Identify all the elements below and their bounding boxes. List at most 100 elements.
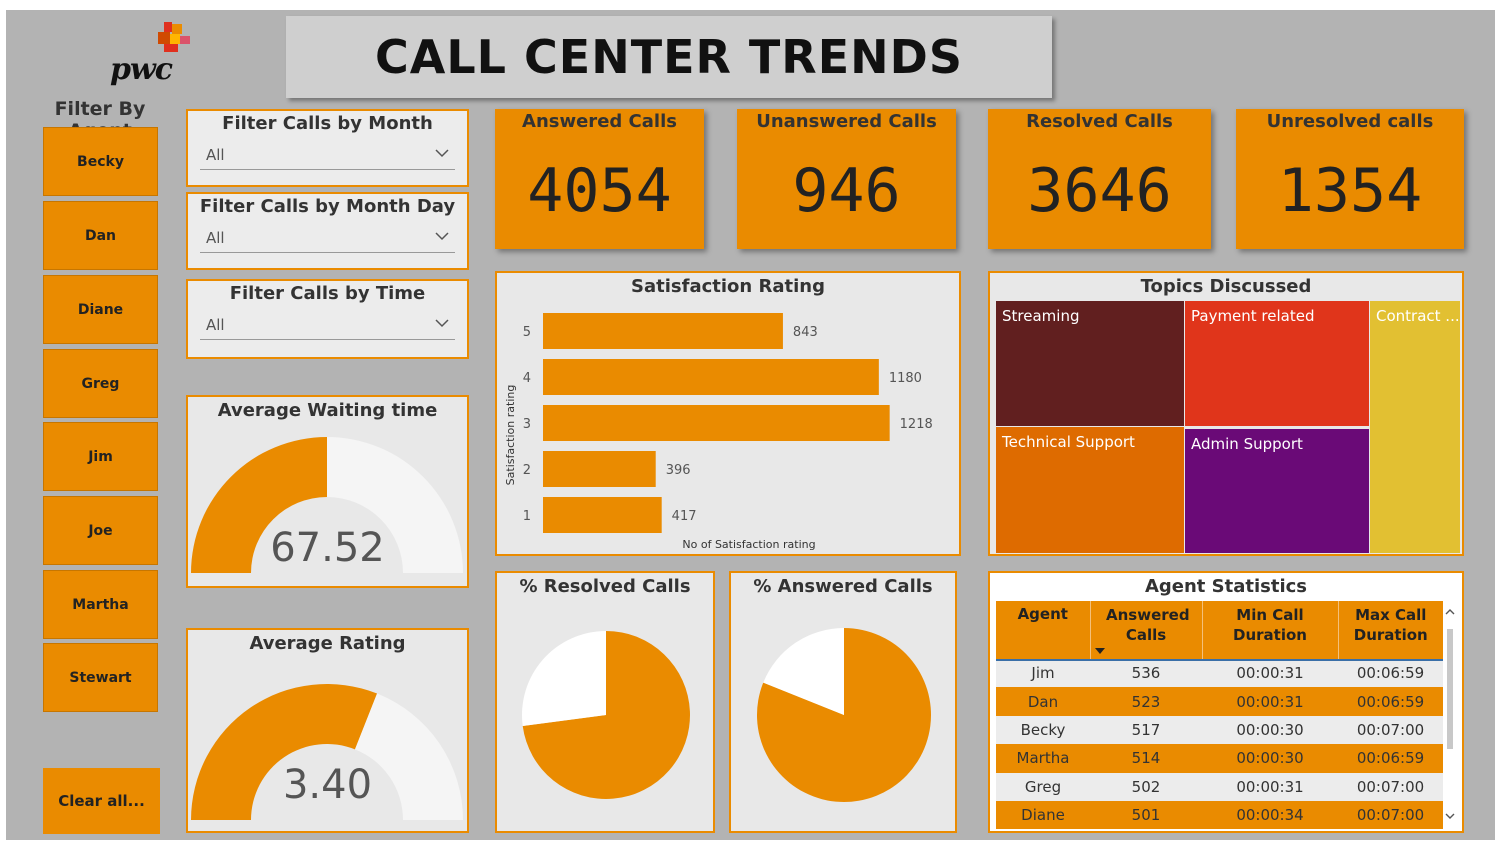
kpi-unanswered-label: Unanswered Calls [756, 111, 937, 132]
agent-button-becky[interactable]: Becky [43, 127, 158, 196]
x-axis-label: No of Satisfaction rating [682, 538, 815, 551]
agent-button-stewart[interactable]: Stewart [43, 643, 158, 712]
agent-button-greg[interactable]: Greg [43, 349, 158, 418]
month-day-slicer-label: Filter Calls by Month Day [199, 196, 456, 217]
pie-slice-unresolved[interactable] [522, 631, 606, 726]
cell-answered: 536 [1090, 659, 1202, 688]
satisfaction-bar-chart: 5 843 4 1180 3 1218 2 396 1 417 Satisfaction ratin… [504, 313, 933, 551]
month-slicer: Filter Calls by Month All [186, 109, 469, 187]
treemap-tile-technical[interactable]: Technical Support [996, 427, 1184, 553]
bar-data-label: 1180 [889, 371, 922, 386]
table-row[interactable]: Martha 514 00:00:30 00:06:59 [996, 744, 1443, 773]
cell-agent: Dan [996, 687, 1090, 716]
avg-rating-gauge [191, 684, 463, 820]
kpi-unresolved-value: 1354 [1277, 156, 1423, 226]
gauge-fill [191, 684, 378, 820]
y-tick-label: 4 [523, 371, 531, 386]
chevron-down-icon [435, 319, 449, 328]
cell-agent: Martha [996, 744, 1090, 773]
gauge-fill [191, 437, 327, 573]
pie-slice-unanswered[interactable] [763, 628, 844, 715]
treemap-tile-contract[interactable]: Contract ... [1370, 301, 1460, 553]
scrollbar-thumb[interactable] [1447, 629, 1453, 749]
column-header-answered[interactable]: Answered Calls [1090, 601, 1203, 659]
agent-stats-table-wrap: Agent Answered Calls Min Call Duration M… [996, 601, 1443, 829]
table-row[interactable]: Jim 536 00:00:31 00:06:59 [996, 659, 1443, 688]
cell-answered: 501 [1090, 800, 1202, 829]
table-row[interactable]: Diane 501 00:00:34 00:07:00 [996, 800, 1443, 829]
sort-descending-icon [1094, 648, 1105, 654]
treemap-tile-streaming[interactable]: Streaming [996, 301, 1184, 426]
bar-data-label: 417 [672, 509, 697, 524]
table-scrollbar[interactable] [1444, 607, 1456, 821]
agent-stats-table: Agent Answered Calls Min Call Duration M… [996, 601, 1443, 829]
cell-max-duration: 00:07:00 [1338, 772, 1443, 801]
bar-rating-2[interactable] [543, 451, 656, 487]
column-header-agent[interactable]: Agent [996, 601, 1091, 659]
treemap-tile-admin[interactable]: Admin Support [1185, 429, 1369, 553]
cell-answered: 523 [1090, 687, 1202, 716]
kpi-resolved-label: Resolved Calls [1026, 111, 1173, 132]
y-tick-label: 2 [523, 463, 531, 478]
chevron-down-icon [435, 232, 449, 241]
avg-waiting-value: 67.52 [270, 525, 385, 571]
agent-button-diane[interactable]: Diane [43, 275, 158, 344]
month-dropdown-value: All [206, 145, 225, 164]
table-row[interactable]: Greg 502 00:00:31 00:07:00 [996, 772, 1443, 801]
treemap-tile-label: Streaming [1002, 307, 1080, 325]
treemap-tile-label: Admin Support [1191, 435, 1303, 453]
bar-data-label: 396 [666, 463, 691, 478]
bar-rating-5[interactable] [543, 313, 783, 349]
kpi-resolved-value: 3646 [1027, 156, 1172, 226]
agent-button-jim[interactable]: Jim [43, 422, 158, 491]
time-dropdown[interactable]: All [200, 310, 455, 340]
time-slicer: Filter Calls by Time All [186, 279, 469, 359]
cell-answered: 514 [1090, 744, 1202, 773]
column-header-label: Answered Calls [1106, 606, 1190, 644]
answered-pie-title: % Answered Calls [753, 576, 933, 597]
pwc-logo-mark-icon [158, 22, 190, 52]
column-header-min-duration[interactable]: Min Call Duration [1202, 601, 1339, 659]
time-dropdown-value: All [206, 315, 225, 334]
agent-button-dan[interactable]: Dan [43, 201, 158, 270]
cell-agent: Becky [996, 715, 1090, 745]
table-row[interactable]: Dan 523 00:00:31 00:06:59 [996, 687, 1443, 716]
resolved-pie-chart [522, 631, 690, 799]
gauge-track [327, 437, 463, 573]
bar-rating-1[interactable] [543, 497, 662, 533]
avg-waiting-title: Average Waiting time [217, 400, 438, 421]
cell-answered: 517 [1090, 715, 1202, 745]
cell-agent: Diane [996, 800, 1090, 829]
kpi-answered-calls: Answered Calls 4054 [495, 109, 704, 249]
treemap-tile-label: Payment related [1191, 307, 1315, 325]
kpi-unresolved-calls: Unresolved calls 1354 [1236, 109, 1464, 249]
pie-slice-resolved[interactable] [522, 631, 690, 799]
agent-stats-card: Agent Statistics Agent Answered Calls Mi… [988, 571, 1464, 833]
kpi-answered-value: 4054 [527, 156, 672, 226]
cell-agent: Greg [996, 772, 1090, 801]
cell-min-duration: 00:00:31 [1202, 659, 1338, 688]
resolved-pie-card: % Resolved Calls [495, 571, 715, 833]
treemap-tile-payment[interactable]: Payment related [1185, 301, 1369, 426]
month-day-slicer: Filter Calls by Month Day All [186, 192, 469, 270]
cell-answered: 502 [1090, 772, 1202, 801]
scroll-down-icon[interactable] [1444, 811, 1456, 821]
y-tick-label: 3 [523, 417, 531, 432]
month-day-dropdown[interactable]: All [200, 223, 455, 253]
chevron-down-icon [435, 149, 449, 158]
column-header-label: Max Call Duration [1353, 606, 1428, 644]
month-day-dropdown-value: All [206, 228, 225, 247]
pwc-logo: pwc [106, 22, 206, 92]
bar-rating-3[interactable] [543, 405, 890, 441]
table-row[interactable]: Becky 517 00:00:30 00:07:00 [996, 715, 1443, 745]
month-slicer-label: Filter Calls by Month [222, 113, 433, 134]
scroll-up-icon[interactable] [1444, 607, 1456, 617]
agent-button-joe[interactable]: Joe [43, 496, 158, 565]
gauge-track [354, 693, 463, 820]
column-header-max-duration[interactable]: Max Call Duration [1338, 601, 1443, 659]
clear-all-button[interactable]: Clear all... [43, 768, 160, 834]
bar-rating-4[interactable] [543, 359, 879, 395]
kpi-resolved-calls: Resolved Calls 3646 [988, 109, 1211, 249]
agent-button-martha[interactable]: Martha [43, 570, 158, 639]
month-dropdown[interactable]: All [200, 140, 455, 170]
